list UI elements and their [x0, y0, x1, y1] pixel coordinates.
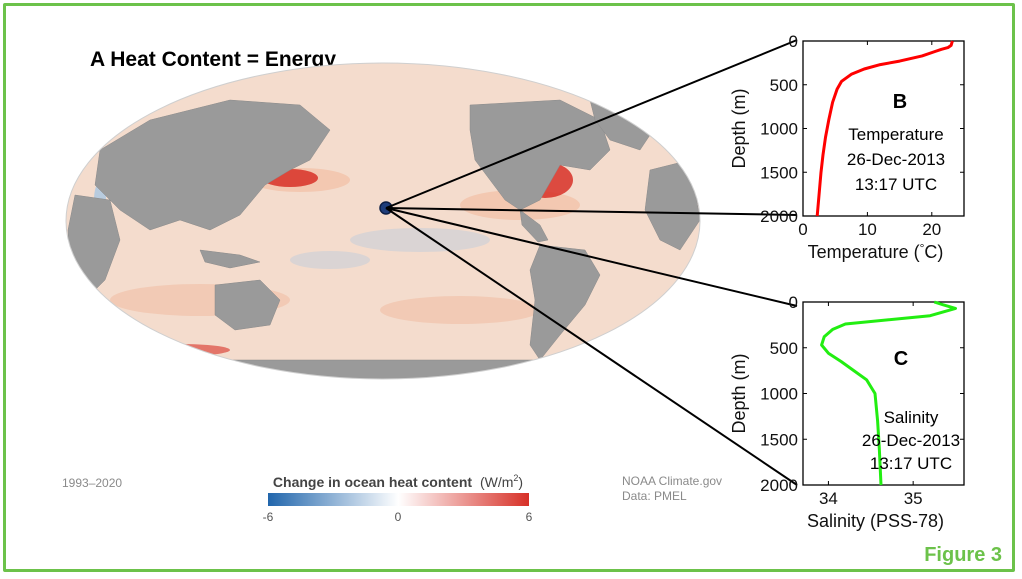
- colorbar-title-text: Change in ocean heat content: [273, 474, 472, 490]
- source-credit: NOAA Climate.gov: [622, 474, 722, 488]
- y-axis-label: Depth (m): [729, 353, 749, 433]
- figure-frame: [3, 3, 1015, 572]
- connector-line-top: [385, 39, 798, 209]
- colorbar-tick-max: 6: [526, 510, 533, 524]
- panel-letter: B: [893, 91, 907, 113]
- colorbar-unit-sup: 2: [513, 473, 518, 483]
- world-map: [65, 62, 701, 380]
- colorbar-unit-suffix: ): [518, 474, 523, 490]
- y-tick-label: 2000: [760, 476, 798, 495]
- colorbar-tick-mid: 0: [395, 510, 402, 524]
- panel-annotation-line: 13:17 UTC: [870, 454, 952, 473]
- figure-label: Figure 3: [924, 544, 1002, 566]
- y-tick-label: 1500: [760, 163, 798, 182]
- plot-frame: [802, 40, 965, 217]
- colorbar-unit-prefix: (W/m: [480, 474, 513, 490]
- panel-annotation-line: 26-Dec-2013: [847, 150, 945, 169]
- connector-line-middle: [385, 207, 798, 216]
- x-axis-label: Temperature (°C): [808, 241, 944, 262]
- panel-annotation-line: Temperature: [848, 125, 943, 144]
- y-axis-label: Depth (m): [729, 88, 749, 168]
- y-tick-label: 500: [770, 339, 798, 358]
- colorbar-tick-min: -6: [263, 510, 274, 524]
- panel-annotation-line: Salinity: [884, 408, 939, 427]
- x-tick-label: 35: [904, 489, 923, 508]
- panel-letter: C: [894, 348, 908, 370]
- y-tick-label: 500: [770, 76, 798, 95]
- salinity-profile-chart: 0 500 1000 1500 2000 34 35 Depth (m) Salinity (P…: [729, 293, 965, 531]
- panel-annotation-line: 26-Dec-2013: [862, 431, 960, 450]
- x-axis-label: Salinity (PSS-78): [807, 511, 944, 531]
- y-tick-label: 2000: [760, 207, 798, 226]
- profile-line: [820, 300, 957, 486]
- source-data: Data: PMEL: [622, 489, 687, 503]
- profile-line: [815, 40, 954, 217]
- y-tick-label: 0: [789, 32, 798, 51]
- panel-annotation-line: 13:17 UTC: [855, 175, 937, 194]
- x-tick-label: 10: [858, 220, 877, 239]
- map-panel-title: A Heat Content = Energy: [90, 48, 336, 71]
- connector-line-bottom: [385, 207, 798, 486]
- y-tick-label: 1000: [760, 120, 798, 139]
- colorbar: [268, 493, 529, 506]
- x-tick-label: 34: [819, 489, 838, 508]
- y-tick-label: 1500: [760, 430, 798, 449]
- y-tick-label: 1000: [760, 385, 798, 404]
- x-tick-label: 20: [922, 220, 941, 239]
- period-label: 1993–2020: [62, 476, 122, 490]
- y-tick-label: 0: [789, 293, 798, 312]
- x-tick-label: 0: [798, 220, 807, 239]
- colorbar-title: Change in ocean heat content (W/m2): [273, 473, 523, 490]
- map-outline: [65, 62, 701, 380]
- connector-line-lower: [385, 207, 798, 307]
